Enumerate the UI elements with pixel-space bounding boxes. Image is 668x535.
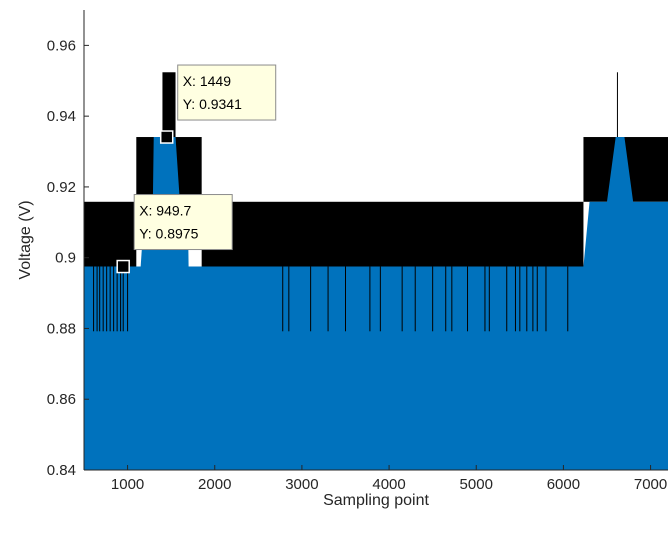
y-tick-label: 0.96 [47, 37, 76, 54]
datatip[interactable]: X: 949.7 Y: 0.8975 [116, 194, 233, 274]
datatip-box [177, 64, 277, 121]
datatip-marker[interactable] [159, 130, 174, 144]
y-tick-label: 0.88 [47, 320, 76, 337]
y-tick-label: 0.86 [47, 391, 76, 408]
x-tick-label: 1000 [111, 476, 144, 493]
noise-band-segment [84, 201, 137, 267]
ticks-layer: 1000 2000 3000 4000 5000 6000 7000 0.84 0.86 0.88… [47, 37, 667, 493]
x-tick-label: 4000 [372, 476, 405, 493]
datatip[interactable]: X: 1449 Y: 0.9341 [159, 64, 277, 144]
data-layer [84, 72, 668, 470]
voltage-area-fill [84, 137, 668, 470]
x-axis-label: Sampling point [323, 492, 429, 509]
datatip-x-label: X: 1449 [183, 73, 231, 89]
datatip-y-label: Y: 0.9341 [183, 96, 242, 112]
datatip-box [133, 194, 233, 251]
axes-layer [83, 10, 668, 471]
datatip-marker[interactable] [116, 259, 130, 274]
x-tick-label: 6000 [547, 476, 580, 493]
y-tick-label: 0.92 [47, 179, 76, 196]
datatip-y-label: Y: 0.8975 [139, 226, 198, 242]
x-tick-label: 2000 [198, 476, 231, 493]
noise-band-segment [175, 137, 202, 202]
y-tick-label: 0.9 [55, 250, 76, 267]
datatip-x-label: X: 949.7 [139, 203, 191, 219]
noise-band-segment [162, 72, 176, 138]
noise-band-segment [201, 201, 584, 267]
x-tick-label: 7000 [634, 476, 667, 493]
datatips-layer: X: 949.7 Y: 0.8975 X: 1449 Y: 0.9341 [116, 64, 277, 274]
x-tick-label: 5000 [460, 476, 493, 493]
y-tick-label: 0.84 [47, 462, 76, 479]
y-axis-label: Voltage (V) [17, 200, 34, 279]
y-tick-label: 0.94 [47, 108, 76, 125]
x-tick-label: 3000 [285, 476, 318, 493]
